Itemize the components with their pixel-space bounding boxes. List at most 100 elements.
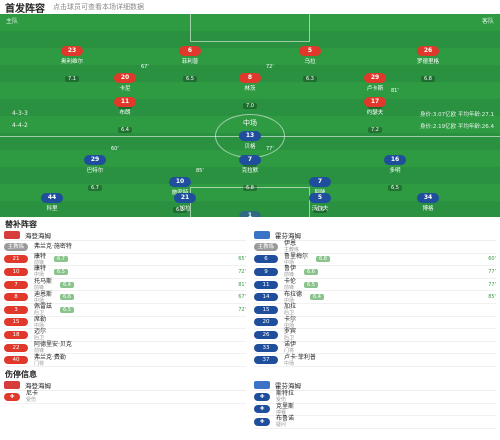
sub-position: 中场 (284, 322, 295, 329)
player-rating: 6.8 (243, 185, 257, 191)
home-sub-row[interactable]: 15 席勒 中场 (4, 316, 246, 330)
player-number: 13 (239, 131, 261, 141)
home-sub-row[interactable]: 21 康特 前锋 6.7 65' (4, 252, 246, 267)
injury-player-name: 布鲁诺 (276, 415, 295, 423)
injury-icon: ✚ (254, 392, 270, 401)
player-rating: 7.0 (243, 103, 257, 109)
home-sub-row[interactable]: 40 弗兰克·费勒 门将 (4, 354, 246, 367)
away-injury-logo-icon (254, 380, 270, 389)
away-sub-row[interactable]: 20 卡尔 中场 (254, 315, 496, 330)
home-sub-row[interactable]: 22 阿德里安·贝克 前锋 (4, 341, 246, 355)
sub-name: 弗兰克·费勒 (34, 353, 66, 361)
player-number: 21 (174, 193, 196, 203)
away-sub-row[interactable]: 9 鲁伊 前锋 6.6 77' (254, 265, 496, 279)
away-injury-team-row[interactable]: 霍芬海姆 (254, 379, 496, 391)
away-sub-row[interactable]: 33 诺伊 门将 (254, 341, 496, 355)
away-player-8[interactable]: 5 沃尔夫6.6 (290, 184, 350, 217)
away-sub-row[interactable]: 主教练 伊恩 主教练 (254, 240, 496, 254)
player-number: 17 (364, 97, 386, 107)
sub-position: 前锋 (284, 272, 295, 279)
sub-position: 前锋 (34, 259, 45, 266)
home-player-1[interactable]: 6 菲利普 6.5 (160, 37, 220, 84)
top-penalty-box (190, 14, 310, 42)
sub-number: 8 (4, 293, 28, 302)
player-name: 卡尼 (119, 86, 131, 92)
player-number: 29 (84, 155, 106, 165)
away-injury-row[interactable]: ✚ 布鲁诺 疑问 (254, 415, 496, 429)
home-injury-team-name: 海登海姆 (25, 381, 51, 390)
home-sub-row[interactable]: 8 迪恩斯 中场 6.6 67' (4, 291, 246, 304)
home-sub-row[interactable]: 3 佩雷兹 后卫 6.5 72' (4, 303, 246, 317)
substitution-time: 81' (391, 88, 399, 94)
sub-name: 卡尔 (284, 315, 297, 323)
home-sub-row[interactable]: 18 迈尔 后卫 (4, 328, 246, 342)
player-rating: 7.2 (368, 127, 382, 133)
player-number: 5 (309, 193, 331, 203)
home-injury-row[interactable]: ✚ 尼卡 受伤 (4, 390, 246, 404)
sub-name: 加拉 (284, 303, 297, 311)
player-name: 约瑟夫 (366, 110, 384, 116)
home-sub-row[interactable]: 7 托马斯 前锋 6.4 81' (4, 278, 246, 292)
player-rating: 6.8 (421, 76, 435, 82)
player-name: 乌拉 (304, 59, 316, 65)
player-name: 巴特尔 (86, 168, 104, 174)
sub-name: 康特 (34, 252, 47, 260)
away-sub-row[interactable]: 14 布拉德 中场 6.4 85' (254, 291, 496, 304)
substitution-time: 72' (266, 64, 274, 70)
home-player-7[interactable]: 11 布朗 6.4 (95, 88, 155, 135)
away-player-1[interactable]: 29 巴特尔 6.7 60' (65, 146, 125, 193)
player-rating: 6.5 (388, 185, 402, 191)
sub-name: 迪恩斯 (34, 290, 53, 298)
home-player-3[interactable]: 26 罗德里格 6.8 (398, 37, 458, 84)
injury-status: 疑问 (276, 422, 287, 429)
away-sub-row[interactable]: 11 卡伦 前锋 6.5 77' (254, 278, 496, 292)
injury-status: 受伤 (276, 397, 287, 404)
player-name: 科里 (46, 206, 58, 212)
home-injury-team-row[interactable]: 海登海姆 (4, 379, 246, 391)
sub-position: 中场 (34, 297, 45, 304)
away-player-3[interactable]: 16 多明 6.5 (365, 146, 425, 193)
sub-minute: 85' (488, 294, 496, 301)
away-sub-row[interactable]: 26 罗宾 后卫 (254, 328, 496, 342)
away-injury-row[interactable]: ✚ 克里斯 停赛 (254, 403, 496, 417)
away-player-10[interactable]: 1奥利弗·鲍曼7.0 (220, 202, 280, 217)
home-sub-row[interactable]: 主教练 弗兰克·施密特 (4, 241, 246, 254)
home-player-8[interactable]: 17 约瑟夫 7.2 81' (345, 88, 405, 135)
sub-position: 中场 (34, 322, 45, 329)
sub-name: 阿德里安·贝克 (34, 341, 72, 349)
away-sub-row[interactable]: 37 卢卡·菲利普 中场 (254, 354, 496, 367)
home-team-name: 海登海姆 (25, 231, 51, 240)
player-rating: 6.4 (118, 127, 132, 133)
sub-name: 卡伦 (284, 278, 297, 286)
away-sub-row[interactable]: 6 鲁里梅尔 中场 6.8 60' (254, 253, 496, 267)
away-injuries-column: 霍芬海姆 ✚ 斯特拉 受伤 ✚ 克里斯 停赛 ✚ 布鲁诺 疑问 (250, 379, 500, 429)
away-player-6[interactable]: 44科里6.5 (22, 184, 82, 217)
player-rating: 6.7 (88, 185, 102, 191)
away-player-2[interactable]: 7 克拉默 6.8 77' (220, 146, 280, 193)
home-sub-row[interactable]: 10 康特 中场 6.5 72' (4, 265, 246, 279)
sub-rating: 6.7 (54, 256, 68, 263)
sub-rating: 6.4 (310, 294, 324, 301)
away-player-7[interactable]: 21加拉6.4 (155, 184, 215, 217)
sub-minute: 67' (238, 294, 246, 301)
sub-number: 20 (254, 318, 278, 327)
away-stat: 身价:2.19亿欧 平均年龄:26.4 (420, 124, 494, 130)
sub-name: 佩雷兹 (34, 303, 53, 311)
sub-number: 6 (254, 255, 278, 264)
away-sub-row[interactable]: 15 加拉 后卫 (254, 303, 496, 317)
away-team-row[interactable]: 霍芬海姆 (254, 229, 496, 241)
player-rating: 6.6 (313, 207, 327, 213)
away-formation: 4-4-2 (12, 122, 28, 129)
sub-number: 3 (4, 305, 28, 314)
home-player-0[interactable]: 23 奥利维尔 7.1 (42, 37, 102, 84)
player-name: 罗德里格 (416, 59, 439, 65)
away-injury-row[interactable]: ✚ 斯特拉 受伤 (254, 390, 496, 404)
home-player-2[interactable]: 5 乌拉 6.3 (280, 37, 340, 84)
away-player-9[interactable]: 34博格6.8 (398, 184, 458, 217)
injury-player-name: 尼卡 (26, 390, 39, 398)
home-team-tag: 主队 (6, 18, 19, 25)
home-player-5[interactable]: 8 林茨 7.0 72' (220, 64, 280, 111)
home-team-row[interactable]: 海登海姆 (4, 229, 246, 241)
sub-name: 鲁伊 (284, 265, 297, 273)
substitution-time: 67' (141, 64, 149, 70)
